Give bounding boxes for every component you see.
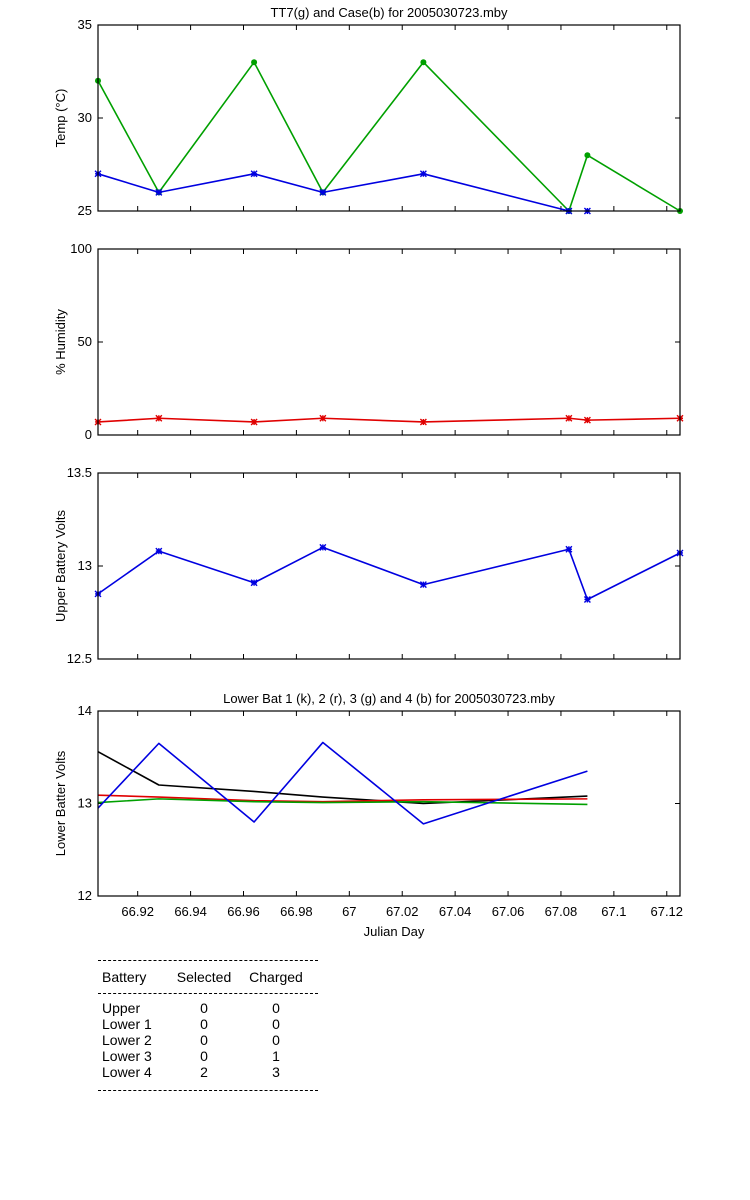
charged-count: 0 [272,1000,280,1016]
x-tick-label: 66.96 [227,904,260,919]
selected-count: 0 [200,1000,208,1016]
y-axis-label: Upper Battery Volts [53,510,68,622]
data-point [155,414,163,422]
figure: 25 30 35 TT7(g) and Case(b) for 2005030723.… [53,5,684,939]
data-point [250,170,258,178]
selected-count: 0 [200,1048,208,1064]
charged-count: 0 [272,1016,280,1032]
data-point [419,418,427,426]
plot-frame [97,472,681,660]
y-tick-label: 12.5 [67,651,92,666]
data-point [583,416,591,424]
table-header-row: Battery Selected Charged [98,961,318,993]
series-line-4 [97,741,588,825]
data-point [420,59,427,66]
battery-name: Lower 2 [102,1032,152,1048]
series-line-1 [97,417,681,423]
battery-name: Lower 1 [102,1016,152,1032]
table-rule-top [98,960,318,961]
x-tick-label: 67.1 [601,904,626,919]
charged-count: 3 [272,1064,280,1080]
data-point [419,170,427,178]
series-line-1 [97,546,681,601]
series-line-1 [97,61,681,212]
y-tick-label: 25 [78,203,92,218]
y-tick-label: 13 [78,796,92,811]
chart-panel-1: 25 30 35 TT7(g) and Case(b) for 2005030723.… [53,5,683,218]
data-point [319,414,327,422]
chart-title: TT7(g) and Case(b) for 2005030723.mby [270,5,508,20]
data-point [419,581,427,589]
series-line-3 [97,798,588,806]
data-point [155,188,163,196]
header-selected: Selected [176,969,232,985]
plot-frame [97,24,681,212]
y-axis-label: % Humidity [53,309,68,375]
battery-name: Upper [102,1000,141,1016]
data-point [250,579,258,587]
data-point [250,418,258,426]
table-rule-bottom [98,1090,318,1091]
y-tick-label: 30 [78,110,92,125]
charged-count: 0 [272,1032,280,1048]
x-tick-label: 67.04 [439,904,472,919]
y-axis-label: Lower Batter Volts [53,750,68,856]
x-tick-label: 67.12 [650,904,683,919]
y-tick-label: 14 [78,703,92,718]
data-point [565,545,573,553]
data-point [584,152,591,159]
chart-title: Lower Bat 1 (k), 2 (r), 3 (g) and 4 (b) … [223,691,555,706]
x-tick-label: 67.06 [492,904,525,919]
header-charged: Charged [249,969,303,985]
table-row: Lower 4 2 3 [98,1064,318,1080]
x-tick-label: 67.08 [545,904,578,919]
y-tick-label: 13 [78,558,92,573]
plot-frame [97,248,681,436]
series-line-2 [97,173,570,212]
chart-panel-3: 12.5 13 13.5 Upper Battery Volts [53,465,684,666]
y-tick-label: 35 [78,17,92,32]
plot-frame [97,710,681,897]
y-tick-label: 0 [85,427,92,442]
y-tick-label: 12 [78,888,92,903]
x-tick-label: 66.98 [280,904,313,919]
data-point [155,547,163,555]
table-row: Lower 1 0 0 [98,1016,318,1032]
table-row: Lower 3 0 1 [98,1048,318,1064]
chart-panel-2: 0 50 100 % Humidity [53,241,684,442]
data-point [319,188,327,196]
table-row: Lower 2 0 0 [98,1032,318,1048]
selected-count: 2 [200,1064,208,1080]
table-rule-mid [98,993,318,994]
charged-count: 1 [272,1048,280,1064]
y-tick-label: 50 [78,334,92,349]
data-point [583,595,591,603]
data-point [251,59,258,66]
y-axis-label: Temp (°C) [53,89,68,148]
data-point [319,543,327,551]
table-row: Upper 0 0 [98,1000,318,1016]
x-tick-label: 66.92 [121,904,154,919]
data-point [565,414,573,422]
battery-name: Lower 3 [102,1048,152,1064]
battery-name: Lower 4 [102,1064,152,1080]
x-tick-label: 66.94 [174,904,207,919]
selected-count: 0 [200,1016,208,1032]
selected-count: 0 [200,1032,208,1048]
y-tick-label: 13.5 [67,465,92,480]
battery-table: Battery Selected Charged Upper 0 0 Lower… [98,960,318,1091]
y-tick-label: 100 [70,241,92,256]
chart-panel-4: 12 13 14 66.92 66.94 66.96 66.98 67 67.02 67.04 67… [53,691,683,939]
x-axis-label: Julian Day [364,924,425,939]
x-tick-label: 67 [342,904,356,919]
x-tick-label: 67.02 [386,904,419,919]
header-battery: Battery [102,969,147,985]
series-line-2 [97,794,588,803]
